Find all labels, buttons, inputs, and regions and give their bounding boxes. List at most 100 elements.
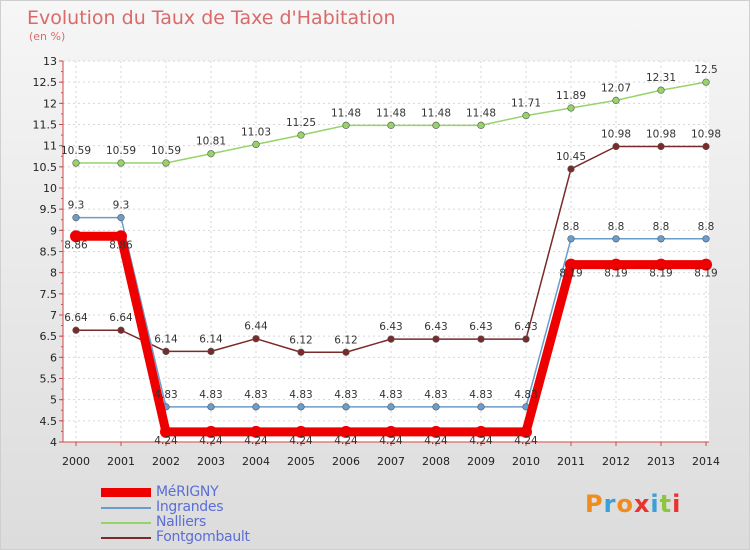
data-label: 10.59 [151,145,181,157]
data-point [297,403,305,411]
y-tick-label: 5 [50,394,57,407]
x-tick-label: 2000 [62,455,90,468]
x-tick-label: 2009 [467,455,495,468]
data-label: 11.03 [241,126,271,138]
data-labels: 6.64 6.64 6.14 6.14 6.44 6.12 6.12 6.43 6.43 6.43… [64,129,721,347]
data-label: 10.98 [691,129,721,141]
y-tick-label: 7.5 [40,288,58,301]
series-fontgombault [72,142,710,356]
y-tick-label: 9 [50,224,57,237]
data-label: 10.45 [556,151,586,163]
data-point [567,165,575,173]
data-labels: 10.59 10.59 10.59 10.81 11.03 11.25 11.48 11.48… [61,64,718,157]
data-point [432,403,440,411]
y-tick-label: 4.5 [40,415,58,428]
brand-letter: r [603,490,617,518]
data-label: 8.8 [608,221,625,233]
brand-letter: P [585,490,604,518]
data-point [117,159,125,167]
data-point [522,112,530,120]
data-label: 4.24 [289,435,313,447]
data-label: 4.24 [424,435,448,447]
data-label: 6.43 [514,321,537,333]
data-label: 11.48 [466,107,496,119]
data-label: 6.43 [379,321,402,333]
y-tick-label: 12.5 [33,76,58,89]
brand-letter: t [659,490,673,518]
series-nalliers [72,78,710,167]
data-label: 4.83 [244,389,267,401]
data-label: 8.8 [698,221,715,233]
x-tick-label: 2004 [242,455,270,468]
data-point [657,142,665,151]
data-point [565,258,577,271]
data-label: 6.43 [424,321,447,333]
data-label: 8.86 [64,239,88,251]
data-label: 6.14 [154,333,178,345]
data-point [387,403,395,411]
series-ingrandes [72,214,710,411]
data-point [700,258,712,271]
data-label: 4.24 [469,435,493,447]
data-point [655,258,667,271]
data-point [612,235,620,243]
data-point [477,121,485,129]
data-point [567,235,575,243]
data-point [297,131,305,139]
y-tick-label: 4 [50,436,57,449]
legend-label: Fontgombault [156,529,250,545]
data-label: 6.64 [64,312,88,324]
plot-area [63,61,709,442]
chart-subtitle: (en %) [29,30,66,43]
y-tick-label: 7 [50,309,57,322]
data-label: 11.48 [421,107,451,119]
data-point [477,403,485,411]
legend-label: Nalliers [156,514,206,530]
data-point [612,96,620,104]
data-point [340,425,352,438]
grid: 4 4.5 5 5.5 6 6.5 7 7.5 8 8.5 9 9.5 10 10.5 11 11.5 12 12… [33,55,721,468]
data-label: 10.98 [601,129,631,141]
data-point [160,425,172,438]
data-point [72,214,80,222]
y-tick-label: 5.5 [40,373,58,386]
data-point [342,348,350,356]
data-label: 6.12 [289,334,312,346]
x-tick-label: 2014 [692,455,720,468]
data-label: 4.83 [379,389,402,401]
y-tick-label: 8.5 [40,246,58,259]
data-label: 11.48 [331,107,361,119]
legend-swatch [101,488,151,497]
data-labels: 9.3 9.3 4.83 4.83 4.83 4.83 4.83 4.83 4.83 4.83 4.… [68,200,715,401]
data-point [207,403,215,411]
data-label: 4.83 [334,389,357,401]
y-tick-label: 9.5 [40,203,58,216]
data-point [657,86,665,94]
data-label: 8.19 [559,268,582,280]
data-label: 6.14 [199,333,223,345]
data-label: 11.89 [556,90,586,102]
data-label: 4.83 [154,389,177,401]
data-point [162,159,170,167]
legend-swatch [101,522,151,524]
data-label: 4.83 [514,389,537,401]
data-label: 10.81 [196,136,226,148]
data-label: 11.25 [286,117,316,129]
data-label: 8.19 [649,268,672,280]
data-label: 10.59 [61,145,91,157]
x-tick-label: 2003 [197,455,225,468]
y-tick-label: 6 [50,351,57,364]
y-tick-label: 11 [43,140,57,153]
data-point [72,326,80,334]
data-label: 4.24 [154,435,178,447]
data-point [207,347,215,356]
data-label: 4.83 [424,389,447,401]
data-label: 4.24 [514,435,538,447]
y-tick-label: 13 [43,55,57,68]
x-tick-label: 2002 [152,455,180,468]
data-point [250,425,262,438]
data-point [387,121,395,129]
data-point [70,230,82,243]
